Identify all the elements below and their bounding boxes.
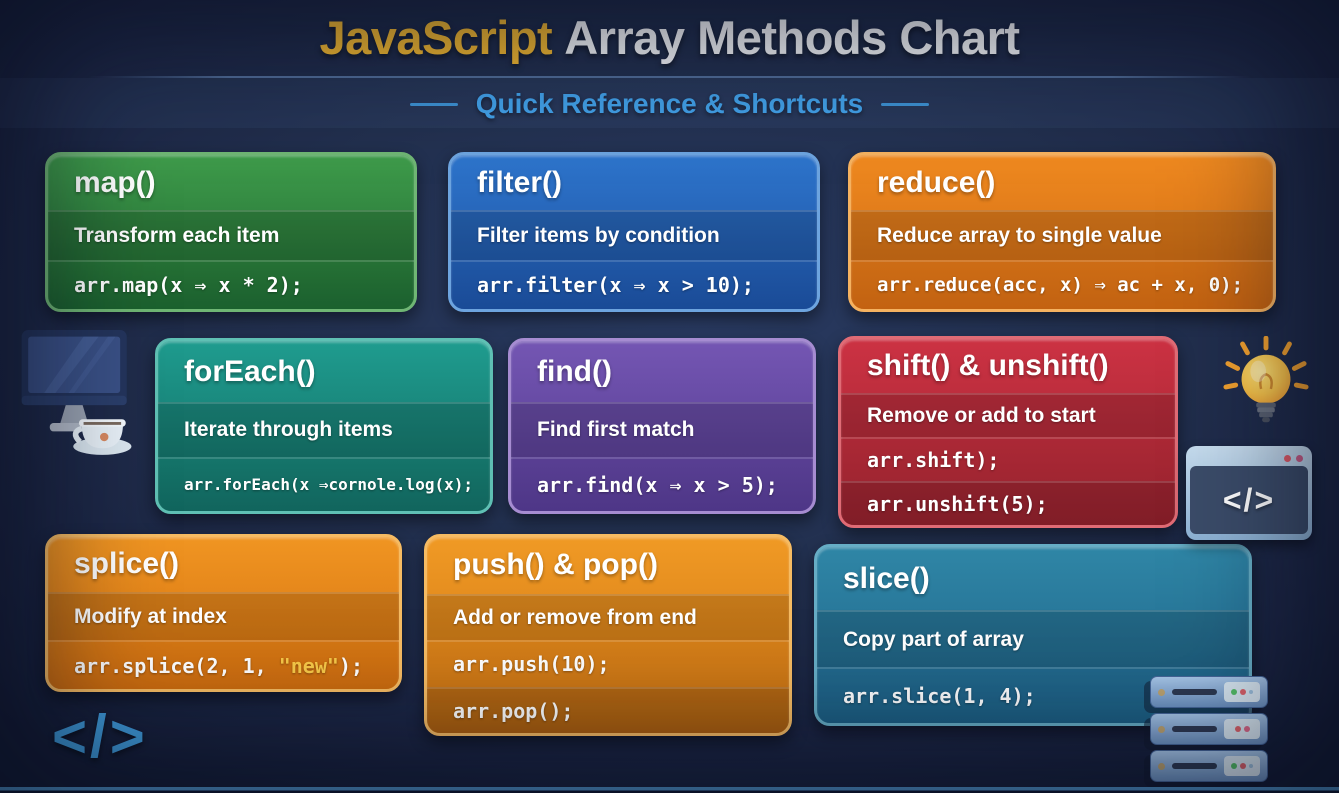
led-dot-icon xyxy=(1249,764,1253,768)
server-slot xyxy=(1172,726,1217,732)
server-slot xyxy=(1172,763,1217,769)
card-description: Iterate through items xyxy=(158,402,490,457)
card-code-line: arr.pop(); xyxy=(427,686,789,733)
server-slot xyxy=(1172,689,1217,695)
card-foreach: forEach() Iterate through items arr.forE… xyxy=(155,338,493,514)
code-brackets-icon: </> xyxy=(52,703,148,770)
card-title: shift() & unshift() xyxy=(867,348,1109,382)
server-panel xyxy=(1224,756,1260,776)
card-code-line: arr.filter(x ⇒ x > 10); xyxy=(451,259,817,309)
lightbulb-icon xyxy=(1223,336,1309,423)
card-code-line: arr.unshift(5); xyxy=(841,480,1175,525)
subtitle-band xyxy=(0,78,1339,128)
code-window-titlebar xyxy=(1190,450,1308,466)
card-description: Modify at index xyxy=(48,591,399,641)
server-led-icon xyxy=(1158,688,1165,696)
window-dot-icon xyxy=(1284,454,1291,462)
card-find: find() Find first match arr.find(x ⇒ x >… xyxy=(508,338,816,514)
card-description: Find first match xyxy=(511,402,813,457)
card-title: slice() xyxy=(843,561,930,595)
title-divider xyxy=(88,76,1251,78)
subtitle-dash-right xyxy=(881,102,930,106)
card-description: Remove or add to start xyxy=(841,392,1175,437)
server-stack-icon xyxy=(1150,676,1268,787)
monitor-coffee-icon xyxy=(21,330,132,455)
card-title: filter() xyxy=(477,165,562,199)
title-highlight: JavaScript xyxy=(319,11,553,64)
code-segment: arr.splice(2, 1, xyxy=(74,653,279,678)
led-dot-icon xyxy=(1231,689,1237,695)
led-dot-icon xyxy=(1231,763,1237,769)
card-title: push() & pop() xyxy=(453,548,658,582)
card-title: reduce() xyxy=(877,165,996,199)
card-description: Reduce array to single value xyxy=(851,210,1273,260)
card-description: Transform each item xyxy=(48,210,414,260)
card-code-line: arr.map(x ⇒ x * 2); xyxy=(48,259,414,309)
card-code-line: arr.shift); xyxy=(841,436,1175,481)
card-description: Add or remove from end xyxy=(427,593,789,641)
card-title: map() xyxy=(74,165,156,199)
card-title: splice() xyxy=(74,547,180,581)
code-window-icon: </> xyxy=(1186,446,1312,540)
title-rest: Array Methods Chart xyxy=(564,11,1020,64)
led-dot-icon xyxy=(1240,763,1246,769)
subtitle-text: Quick Reference & Shortcuts xyxy=(475,88,864,119)
card-push-pop: push() & pop() Add or remove from end ar… xyxy=(424,534,792,736)
card-shift-unshift: shift() & unshift() Remove or add to sta… xyxy=(838,336,1178,528)
card-code-line: arr.forEach(x ⇒cornole.log(x); xyxy=(158,456,490,511)
led-dot-icon xyxy=(1249,690,1253,694)
server-unit xyxy=(1150,676,1268,708)
subtitle-dash-left xyxy=(409,102,458,106)
card-description: Copy part of array xyxy=(817,610,1249,667)
server-panel xyxy=(1224,682,1260,702)
led-dot-icon xyxy=(1234,726,1241,732)
page-title: JavaScript Array Methods Chart xyxy=(0,10,1339,65)
server-unit xyxy=(1150,713,1268,745)
led-dot-icon xyxy=(1243,726,1250,732)
code-window-body: </> xyxy=(1190,466,1308,534)
card-title: forEach() xyxy=(184,354,316,388)
card-code-line: arr.splice(2, 1, "new"); xyxy=(48,640,399,689)
card-filter: filter() Filter items by condition arr.f… xyxy=(448,152,820,312)
server-panel xyxy=(1224,719,1260,739)
led-dot-icon xyxy=(1240,689,1246,695)
card-splice: splice() Modify at index arr.splice(2, 1… xyxy=(45,534,402,692)
card-map: map() Transform each item arr.map(x ⇒ x … xyxy=(45,152,417,312)
server-led-icon xyxy=(1158,725,1165,733)
card-code-line: arr.push(10); xyxy=(427,640,789,687)
bottom-border xyxy=(0,787,1339,793)
card-description: Filter items by condition xyxy=(451,210,817,260)
window-dot-icon xyxy=(1296,454,1303,462)
server-unit xyxy=(1150,750,1268,782)
code-segment: ); xyxy=(338,653,364,678)
card-reduce: reduce() Reduce array to single value ar… xyxy=(848,152,1276,312)
subtitle: Quick Reference & Shortcuts xyxy=(0,88,1339,120)
server-led-icon xyxy=(1158,762,1165,770)
card-code-line: arr.find(x ⇒ x > 5); xyxy=(511,456,813,511)
code-segment-highlight: "new" xyxy=(278,653,339,678)
card-title: find() xyxy=(537,354,612,388)
card-code-line: arr.reduce(acc, x) ⇒ ac + x, 0); xyxy=(851,259,1273,309)
